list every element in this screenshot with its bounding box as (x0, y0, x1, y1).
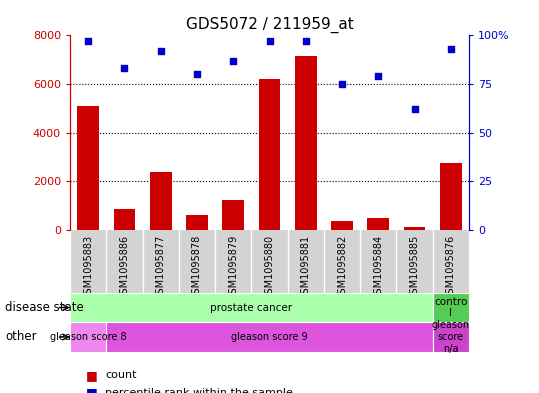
Point (192, 71, 201, 77)
Bar (223, 200, 244, 230)
Text: ■: ■ (86, 386, 98, 393)
Bar (404, 228, 425, 230)
Text: gleason score 8: gleason score 8 (50, 332, 127, 342)
Bar (433, 293, 469, 322)
Text: GSM1095883: GSM1095883 (83, 235, 93, 300)
Bar (295, 56, 316, 230)
Text: gleason
score
n/a: gleason score n/a (432, 320, 470, 354)
Text: GSM1095882: GSM1095882 (337, 235, 347, 300)
Bar (433, 322, 469, 352)
Text: count: count (105, 370, 136, 380)
Bar (368, 218, 389, 230)
Text: disease state: disease state (5, 301, 84, 314)
Bar (440, 163, 462, 230)
Bar (106, 322, 433, 352)
Text: GSM1095877: GSM1095877 (156, 235, 165, 300)
Text: ■: ■ (86, 369, 98, 382)
Bar (114, 209, 135, 230)
Point (156, 48, 165, 54)
Bar (331, 221, 353, 230)
Point (301, 38, 310, 44)
Point (84, 38, 93, 44)
Text: percentile rank within the sample: percentile rank within the sample (105, 388, 293, 393)
Text: GSM1095886: GSM1095886 (120, 235, 129, 300)
Bar (259, 79, 280, 230)
Text: GSM1095884: GSM1095884 (374, 235, 383, 300)
Point (120, 65, 129, 72)
Point (265, 38, 274, 44)
Text: GSM1095878: GSM1095878 (192, 235, 202, 300)
Bar (186, 215, 208, 230)
Bar (77, 106, 99, 230)
Text: GSM1095876: GSM1095876 (446, 235, 456, 300)
Bar (70, 322, 106, 352)
Title: GDS5072 / 211959_at: GDS5072 / 211959_at (185, 17, 354, 33)
Text: other: other (5, 331, 37, 343)
Text: gleason score 9: gleason score 9 (231, 332, 308, 342)
Point (410, 106, 419, 112)
Text: prostate cancer: prostate cancer (210, 303, 293, 312)
Point (229, 57, 238, 64)
Text: GSM1095885: GSM1095885 (410, 235, 419, 300)
Text: GSM1095879: GSM1095879 (228, 235, 238, 300)
Text: contro
l: contro l (434, 297, 467, 318)
Point (374, 73, 383, 79)
Text: GSM1095880: GSM1095880 (265, 235, 274, 300)
Point (446, 46, 455, 52)
Point (338, 81, 347, 87)
Text: GSM1095881: GSM1095881 (301, 235, 311, 300)
Bar (150, 171, 171, 230)
